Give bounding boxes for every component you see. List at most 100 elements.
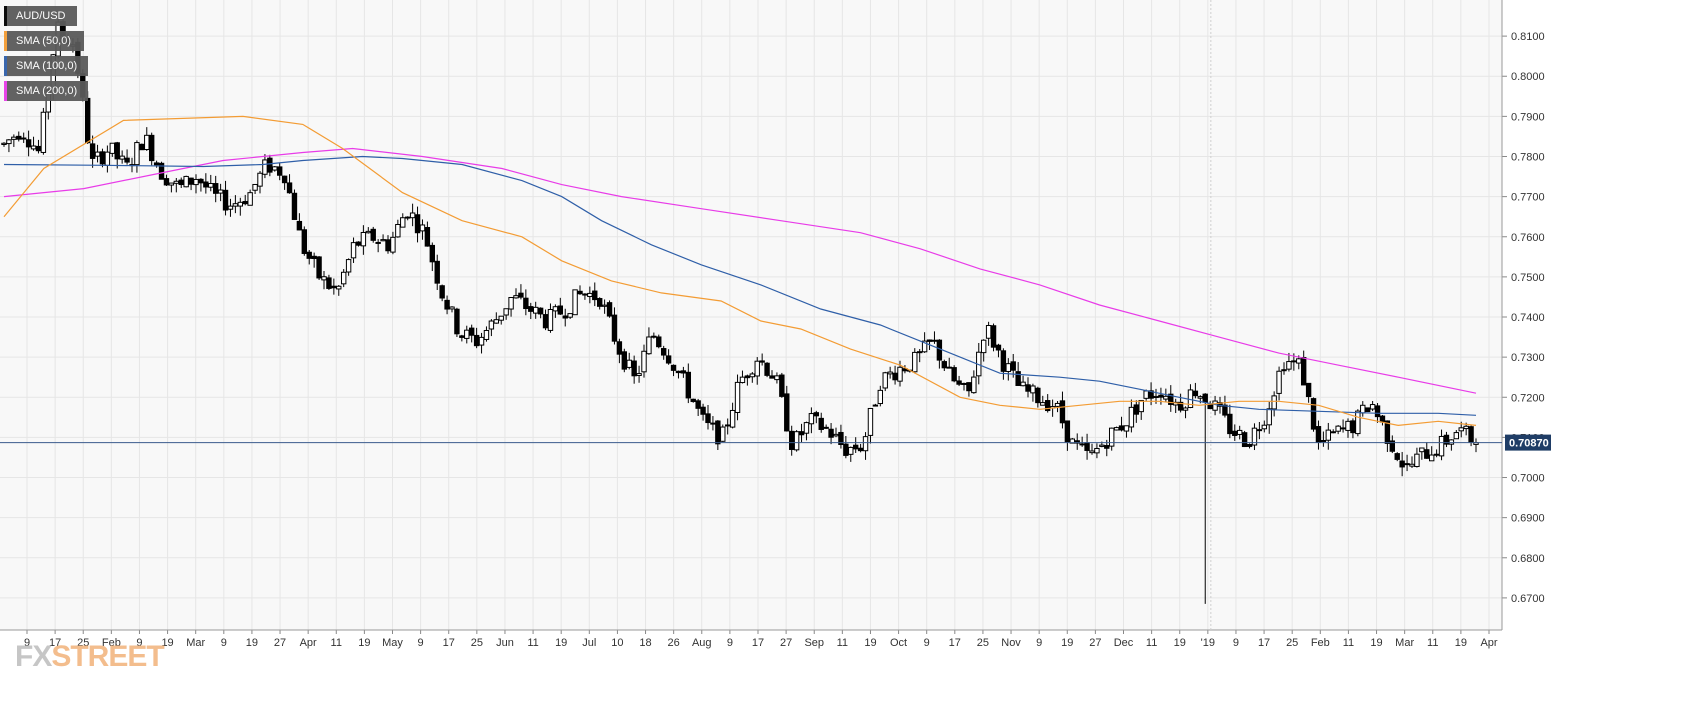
y-tick-label: 0.7700: [1511, 192, 1545, 204]
candle-body: [621, 351, 628, 370]
x-tick-label: Aug: [692, 637, 712, 649]
candle-body: [321, 276, 327, 281]
candle-body: [793, 431, 800, 451]
candle-body: [1104, 445, 1110, 449]
candle-body: [926, 339, 933, 342]
candle-body: [291, 192, 298, 220]
candle-body: [25, 139, 32, 148]
candle-body: [1281, 369, 1287, 372]
x-tick-label: 9: [1233, 637, 1239, 649]
candle-body: [336, 285, 342, 290]
legend-sma50[interactable]: SMA (50,0): [4, 31, 84, 51]
candle-body: [990, 325, 997, 348]
candle-body: [1320, 440, 1327, 443]
candle-body: [414, 214, 421, 234]
candle-body: [114, 142, 120, 160]
candle-body: [606, 302, 613, 317]
y-tick-label: 0.6900: [1511, 513, 1545, 525]
candle-body: [1094, 447, 1100, 454]
candle-body: [1335, 425, 1341, 432]
candle-body: [158, 162, 165, 180]
candle-body: [971, 376, 977, 394]
candle-body: [680, 370, 687, 374]
x-tick-label: 11: [1427, 637, 1438, 649]
legend-symbol[interactable]: AUD/USD: [4, 6, 77, 26]
candle-body: [134, 142, 140, 166]
candle-body: [1, 142, 7, 146]
candle-body: [1202, 393, 1208, 403]
candle-body: [1015, 371, 1021, 386]
candle-body: [636, 373, 642, 376]
candle-body: [1310, 398, 1317, 430]
candle-body: [547, 309, 554, 331]
candle-body: [404, 216, 411, 219]
candle-body: [153, 162, 160, 166]
candle-body: [1133, 404, 1140, 415]
candle-body: [212, 183, 219, 194]
candle-body: [1069, 438, 1076, 444]
candle-body: [124, 157, 130, 163]
y-tick-label: 0.8100: [1511, 31, 1545, 43]
x-tick-label: Mar: [1395, 637, 1414, 649]
legend-sma200-label: SMA (200,0): [16, 85, 78, 97]
x-tick-label: Jun: [496, 637, 514, 649]
y-tick-label: 0.6800: [1511, 553, 1545, 565]
x-tick-label: 9: [24, 637, 30, 649]
legend-sma100[interactable]: SMA (100,0): [4, 56, 88, 76]
candle-body: [1325, 429, 1332, 441]
candle-body: [237, 201, 244, 207]
legend-sma50-label: SMA (50,0): [16, 35, 72, 47]
candle-body: [980, 339, 987, 354]
x-tick-label: 9: [924, 637, 930, 649]
candle-body: [646, 336, 652, 355]
candle-body: [641, 350, 647, 373]
candle-body: [1030, 385, 1036, 394]
candle-body: [754, 360, 760, 377]
candle-body: [84, 97, 91, 144]
candle-body: [1271, 395, 1277, 410]
x-tick-label: 25: [1286, 637, 1298, 649]
candle-body: [916, 351, 923, 354]
candle-body: [232, 203, 239, 207]
candle-body: [808, 413, 815, 425]
y-tick-label: 0.7400: [1511, 312, 1545, 324]
candle-body: [1212, 400, 1218, 411]
candle-body: [739, 376, 746, 384]
candle-body: [488, 320, 495, 330]
candle-body: [764, 362, 770, 376]
candle-body: [1276, 370, 1282, 394]
candle-body: [690, 398, 696, 403]
candle-body: [365, 230, 372, 234]
candle-body: [660, 348, 667, 356]
x-tick-label: 25: [77, 637, 89, 649]
candle-body: [523, 297, 529, 310]
candle-body: [902, 368, 908, 372]
candle-body: [961, 382, 967, 385]
candle-body: [508, 297, 514, 310]
candle-body: [705, 413, 711, 424]
legend-sma200[interactable]: SMA (200,0): [4, 81, 88, 101]
candle-body: [897, 366, 903, 382]
candle-body: [685, 371, 692, 399]
x-tick-label: 19: [864, 637, 876, 649]
candle-body: [537, 307, 544, 315]
candle-body: [532, 306, 539, 314]
x-tick-label: Mar: [186, 637, 205, 649]
candle-body: [375, 241, 381, 244]
y-tick-label: 0.7000: [1511, 473, 1545, 485]
candle-body: [345, 259, 352, 273]
candle-body: [1419, 447, 1425, 453]
candle-body: [1448, 439, 1455, 445]
candle-body: [395, 224, 401, 238]
candle-body: [252, 183, 258, 191]
candle-body: [670, 364, 677, 371]
candle-body: [306, 251, 312, 259]
candle-body: [557, 305, 564, 315]
candle-body: [1168, 393, 1174, 405]
candle-body: [242, 200, 248, 205]
candle-body: [454, 308, 460, 335]
candle-body: [1374, 405, 1381, 418]
candle-body: [1428, 454, 1435, 462]
candle-body: [1369, 404, 1376, 410]
candle-body: [6, 139, 12, 145]
